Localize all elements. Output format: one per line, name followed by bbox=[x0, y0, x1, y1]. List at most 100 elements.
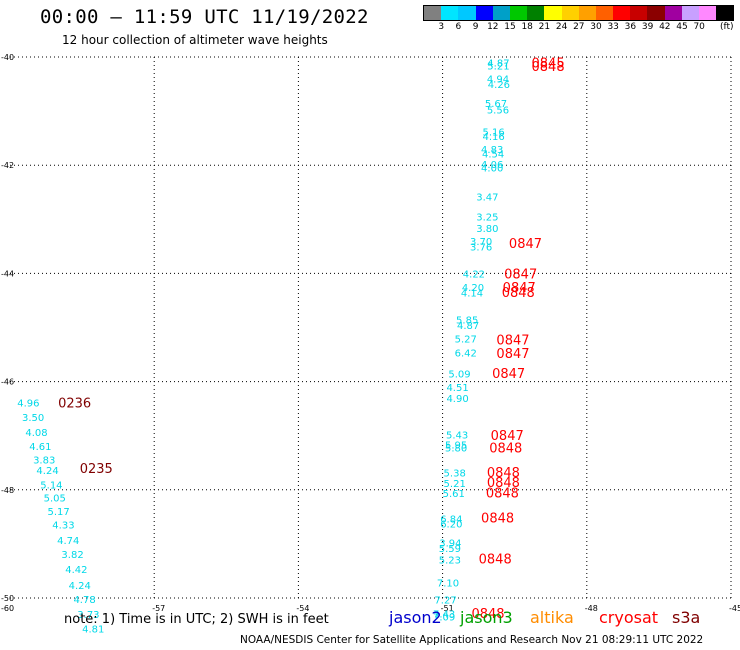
color-swatch bbox=[527, 6, 545, 20]
wave-height-label: 5.27 bbox=[455, 334, 477, 345]
wave-height-label: 7.27 bbox=[434, 596, 456, 607]
wave-height-label: 5.43 bbox=[446, 431, 468, 442]
wave-height-label: 4.96 bbox=[17, 399, 39, 410]
wave-height-label: 3.47 bbox=[476, 193, 498, 204]
pass-time-label: 0847 bbox=[504, 267, 537, 282]
y-tick-label: -40 bbox=[1, 53, 14, 62]
chart-title: 00:00 — 11:59 UTC 11/19/2022 bbox=[40, 6, 369, 28]
wave-height-label: 4.51 bbox=[446, 383, 468, 394]
color-swatch bbox=[424, 6, 442, 20]
pass-time-label: 0848 bbox=[489, 442, 522, 457]
color-scale-label: 24 bbox=[555, 22, 568, 32]
wave-height-label: 4.00 bbox=[481, 163, 503, 174]
wave-height-label: 5.23 bbox=[439, 556, 461, 567]
wave-height-label: 7.10 bbox=[437, 578, 459, 589]
wave-height-label: 3.94 bbox=[439, 538, 461, 549]
wave-height-label: 5.38 bbox=[444, 468, 466, 479]
chart-subtitle: 12 hour collection of altimeter wave hei… bbox=[62, 33, 328, 47]
color-scale-label: 42 bbox=[659, 22, 671, 32]
wave-height-label: 5.09 bbox=[448, 369, 470, 380]
wave-height-label: 4.61 bbox=[29, 442, 51, 453]
wave-height-label: 6.84 bbox=[440, 514, 462, 525]
color-scale-label: 21 bbox=[538, 22, 551, 32]
color-scale-bar bbox=[423, 5, 735, 21]
legend-s3a: s3a bbox=[672, 608, 701, 627]
color-swatch bbox=[630, 6, 648, 20]
legend-altika: altika bbox=[530, 608, 574, 627]
pass-time-label: 0848 bbox=[479, 553, 512, 568]
wave-height-label: 4.33 bbox=[52, 520, 74, 531]
wave-height-label: 5.16 bbox=[482, 128, 504, 139]
wave-height-label: 4.26 bbox=[488, 80, 510, 91]
wave-height-label: 4.83 bbox=[481, 145, 503, 156]
x-tick-label: -51 bbox=[441, 604, 454, 613]
y-tick-label: -48 bbox=[1, 486, 14, 495]
color-swatch bbox=[509, 6, 528, 20]
wave-height-label: 5.59 bbox=[439, 544, 461, 555]
wave-height-label: 4.16 bbox=[482, 132, 504, 143]
color-scale-label: 36 bbox=[624, 22, 637, 32]
color-scale-label: 3 bbox=[438, 22, 445, 32]
color-scale-label: 39 bbox=[641, 22, 654, 32]
wave-height-label: 3.50 bbox=[22, 413, 44, 424]
wave-height-label: 3.83 bbox=[33, 456, 55, 467]
wave-height-label: 5.85 bbox=[456, 315, 478, 326]
color-swatch bbox=[544, 6, 562, 20]
wave-height-label: 3.73 bbox=[77, 610, 99, 621]
pass-time-label: 0848 bbox=[487, 466, 520, 481]
pass-time-label: 0848 bbox=[487, 476, 520, 491]
pass-time-label: 0848 bbox=[486, 487, 519, 502]
pass-time-label: 0847 bbox=[496, 333, 529, 348]
x-tick-label: -48 bbox=[585, 604, 598, 613]
wave-height-label: 4.22 bbox=[463, 269, 485, 280]
y-tick-label: -46 bbox=[1, 378, 14, 387]
wave-height-label: 5.05 bbox=[44, 493, 66, 504]
wave-height-label: 4.87 bbox=[457, 321, 479, 332]
wave-height-label: 4.74 bbox=[57, 536, 79, 547]
wave-height-label: 4.08 bbox=[25, 428, 47, 439]
pass-time-label: 0235 bbox=[80, 462, 113, 477]
credit-line: NOAA/NESDIS Center for Satellite Applica… bbox=[240, 634, 704, 646]
color-swatch bbox=[716, 6, 734, 20]
wave-height-label: 3.76 bbox=[470, 242, 492, 253]
wave-height-label: 5.67 bbox=[485, 99, 507, 110]
legend-jason2: jason2 bbox=[389, 608, 442, 627]
color-scale-label: 9 bbox=[472, 22, 479, 32]
wave-height-label: 4.06 bbox=[481, 160, 503, 171]
pass-time-label: 0236 bbox=[58, 397, 91, 412]
wave-height-label: 4.87 bbox=[487, 58, 509, 69]
wave-height-label: 4.78 bbox=[73, 595, 95, 606]
pass-time-label: 0847 bbox=[509, 237, 542, 252]
color-scale-label: 18 bbox=[521, 22, 533, 32]
y-tick-label: -44 bbox=[1, 269, 14, 278]
x-tick-label: -57 bbox=[152, 604, 165, 613]
color-swatch bbox=[681, 6, 699, 20]
legend-jason3: jason3 bbox=[460, 608, 513, 627]
wave-height-label: 5.61 bbox=[443, 489, 465, 500]
wave-height-label: 4.20 bbox=[462, 283, 484, 294]
color-swatch bbox=[613, 6, 631, 20]
x-tick-label: -60 bbox=[1, 604, 14, 613]
pass-time-label: 0847 bbox=[491, 429, 524, 444]
color-scale-label: 27 bbox=[573, 22, 585, 32]
x-tick-label: -45 bbox=[729, 604, 740, 613]
wave-height-label: 6.20 bbox=[440, 519, 462, 530]
wave-height-label: 5.17 bbox=[47, 507, 69, 518]
wave-height-label: 4.54 bbox=[482, 149, 504, 160]
pass-time-label: 0848 bbox=[471, 607, 504, 622]
color-swatch bbox=[595, 6, 614, 20]
x-tick-label: -54 bbox=[296, 604, 309, 613]
wave-height-label: 5.80 bbox=[445, 444, 467, 455]
pass-time-label: 0847 bbox=[496, 347, 529, 362]
wave-height-label: 4.14 bbox=[461, 288, 483, 299]
pass-time-label: 0847 bbox=[492, 367, 525, 382]
pass-time-label: 0845 bbox=[532, 56, 565, 71]
wave-height-label: 4.81 bbox=[82, 624, 104, 635]
wave-height-label: 7.43 bbox=[433, 610, 455, 621]
wave-height-label: 4.94 bbox=[487, 75, 509, 86]
wave-height-label: 5.21 bbox=[487, 62, 509, 73]
color-scale-label: 33 bbox=[607, 22, 619, 32]
color-scale-label: (ft) bbox=[719, 22, 734, 32]
